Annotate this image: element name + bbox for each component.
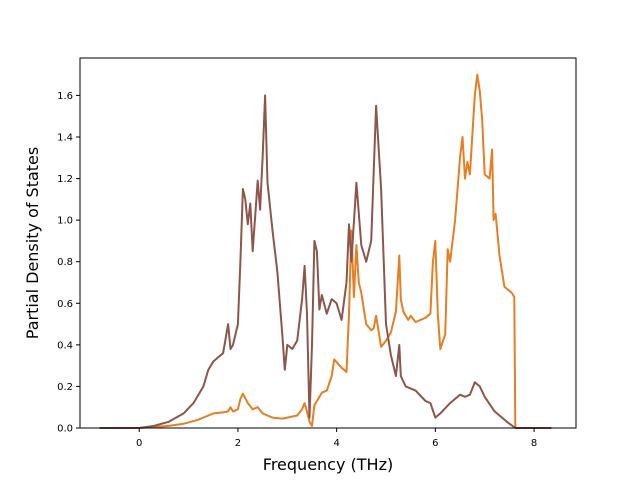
y-tick-label: 1.6	[57, 91, 73, 102]
x-tick-label: 6	[432, 438, 438, 449]
x-tick-label: 8	[531, 438, 537, 449]
y-tick-label: 0.0	[57, 424, 73, 435]
x-tick-label: 0	[136, 438, 142, 449]
y-tick-label: 0.8	[57, 257, 73, 268]
x-axis-ticks: 0 2 4 6 8	[136, 428, 537, 449]
y-axis-label: Partial Density of States	[23, 147, 42, 339]
y-tick-label: 1.0	[57, 216, 73, 227]
y-tick-label: 0.2	[57, 382, 73, 393]
y-tick-label: 0.4	[57, 340, 73, 351]
y-tick-label: 1.2	[57, 174, 73, 185]
x-tick-label: 2	[235, 438, 241, 449]
y-tick-label: 1.4	[57, 132, 73, 143]
x-tick-label: 4	[333, 438, 339, 449]
plot-frame	[79, 57, 577, 429]
y-axis-ticks: 0.0 0.2 0.4 0.6 0.8 1.0 1.2 1.4 1.6	[57, 91, 80, 435]
x-axis-label: Frequency (THz)	[263, 455, 393, 474]
y-tick-label: 0.6	[57, 299, 73, 310]
plot-lines	[99, 73, 552, 429]
series-line-1	[99, 73, 552, 429]
series-line-2	[99, 94, 552, 429]
